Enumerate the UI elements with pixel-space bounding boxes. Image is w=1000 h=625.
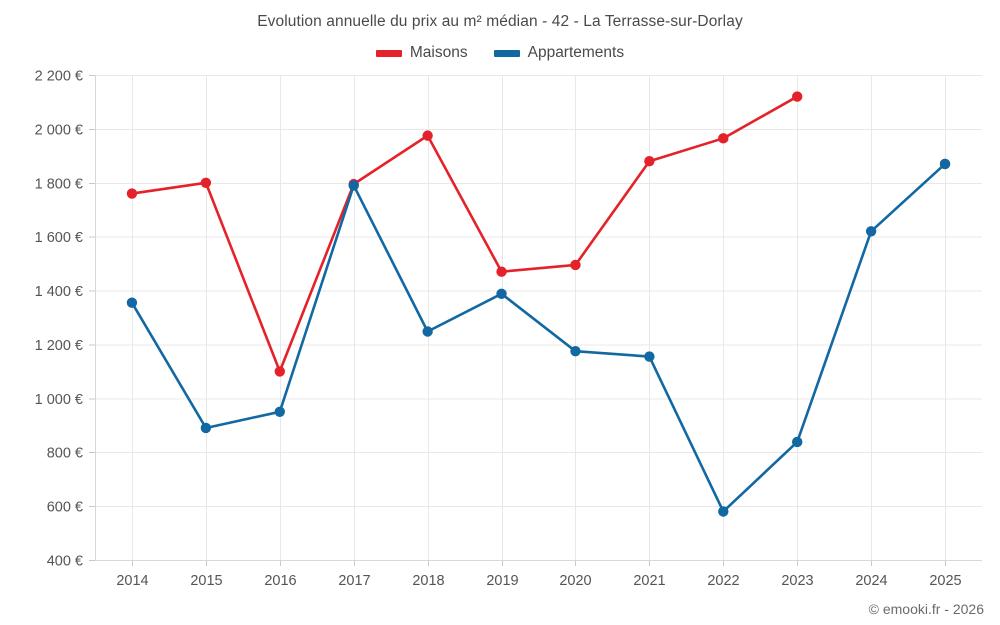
x-axis-tick-label: 2024: [855, 573, 887, 589]
page-title: Evolution annuelle du prix au m² médian …: [257, 13, 743, 30]
series-line-appartements: [130, 162, 947, 513]
legend-label-appartements: Appartements: [527, 44, 625, 61]
data-point-maisons-2016[interactable]: [274, 366, 285, 377]
y-axis-tick-label: 1 400 €: [35, 284, 83, 300]
legend-item-maisons[interactable]: Maisons: [375, 44, 468, 62]
legend-swatch-appartements: [493, 49, 520, 57]
data-point-appartements-2019[interactable]: [496, 288, 507, 299]
data-point-appartements-2023[interactable]: [792, 436, 803, 448]
y-axis-tick-label: 2 200 €: [35, 69, 83, 85]
x-axis-tick-label: 2019: [486, 573, 518, 589]
footer-credit: © emooki.fr - 2026: [868, 601, 984, 617]
y-axis-tick-label: 400 €: [47, 554, 83, 570]
x-axis-tick-label: 2025: [929, 573, 961, 589]
y-axis-tick-label: 1 800 €: [35, 176, 83, 192]
x-axis-tick-label: 2017: [338, 573, 370, 589]
data-point-appartements-2022[interactable]: [718, 506, 729, 517]
data-point-appartements-2024[interactable]: [865, 226, 877, 237]
legend-item-appartements[interactable]: Appartements: [493, 44, 625, 62]
legend-label-maisons: Maisons: [409, 44, 468, 61]
data-point-maisons-2019[interactable]: [496, 266, 507, 277]
x-axis-tick-label: 2015: [190, 573, 222, 589]
data-point-maisons-2018[interactable]: [422, 130, 433, 141]
x-axis-tick-label: 2022: [707, 573, 739, 589]
data-point-maisons-2022[interactable]: [718, 133, 729, 144]
data-point-maisons-2015[interactable]: [200, 177, 212, 188]
y-axis-tick-label: 1 000 €: [35, 392, 83, 408]
data-point-maisons-2023[interactable]: [792, 91, 803, 102]
chart-legend: Maisons Appartements: [0, 44, 1000, 62]
data-point-appartements-2025[interactable]: [939, 158, 951, 170]
x-axis-tick-label: 2014: [116, 573, 148, 589]
data-point-appartements-2015[interactable]: [200, 422, 212, 434]
legend-swatch-maisons: [375, 49, 402, 57]
data-point-maisons-2021[interactable]: [644, 156, 655, 167]
data-point-appartements-2017[interactable]: [348, 180, 359, 191]
y-axis-tick-label: 800 €: [47, 446, 83, 462]
data-point-appartements-2018[interactable]: [422, 326, 433, 337]
data-point-appartements-2014[interactable]: [126, 297, 138, 308]
y-axis-tick-label: 2 000 €: [35, 122, 83, 138]
x-axis-tick-label: 2016: [264, 573, 296, 589]
data-point-maisons-2014[interactable]: [126, 188, 138, 199]
data-point-maisons-2020[interactable]: [570, 259, 581, 271]
y-axis-tick-label: 1 200 €: [35, 338, 83, 354]
data-point-appartements-2016[interactable]: [274, 406, 285, 418]
x-axis-tick-label: 2023: [781, 573, 813, 589]
x-axis-tick-label: 2021: [633, 573, 665, 589]
y-axis-tick-label: 600 €: [47, 500, 83, 516]
x-axis-tick-label: 2018: [412, 573, 444, 589]
y-axis-tick-label: 1 600 €: [35, 230, 83, 246]
series-line-maisons: [130, 95, 799, 373]
data-point-appartements-2021[interactable]: [644, 351, 655, 362]
x-axis-tick-label: 2020: [559, 573, 591, 589]
data-point-appartements-2020[interactable]: [570, 345, 581, 357]
